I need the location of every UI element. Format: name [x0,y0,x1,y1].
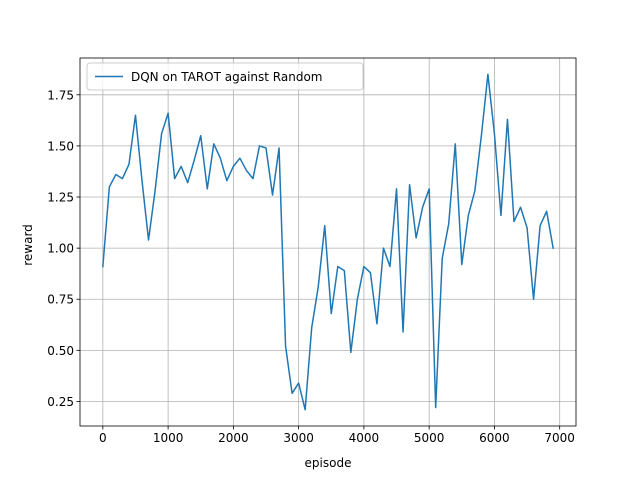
x-tick-label: 1000 [153,431,184,445]
legend: DQN on TAROT against Random [86,62,364,91]
y-tick-label: 1.75 [47,88,74,102]
series-line [102,73,555,411]
x-tick-label: 4000 [349,431,380,445]
plot-frame [79,57,577,427]
x-axis-label: episode [305,456,352,470]
y-tick-label: 1.25 [47,191,74,205]
y-tick-label: 0.75 [47,293,74,307]
x-tick-label: 2000 [218,431,249,445]
x-tick-label: 5000 [414,431,445,445]
y-tick-label: 0.25 [47,395,74,409]
x-tick-label: 7000 [544,431,575,445]
y-tick-label: 1.50 [47,139,74,153]
y-tick-label: 0.50 [47,344,74,358]
axes [79,57,577,427]
x-tick-label: 6000 [479,431,510,445]
x-tick-label: 3000 [283,431,314,445]
grid [80,58,576,426]
y-axis-label: reward [21,224,35,266]
ticks: 0 1000 2000 3000 4000 5000 6000 7000 0.25 0.50 0.7… [47,88,575,445]
y-tick-label: 1.00 [47,242,74,256]
legend-frame [86,62,364,91]
x-tick-label: 0 [99,431,107,445]
series-layer [102,73,555,411]
legend-label: DQN on TAROT against Random [131,70,323,84]
